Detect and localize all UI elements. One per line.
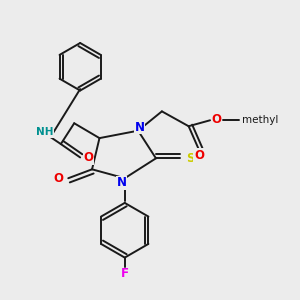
Text: NH: NH	[36, 127, 53, 137]
Text: O: O	[83, 151, 94, 164]
Text: O: O	[212, 113, 222, 126]
Text: methyl: methyl	[242, 115, 278, 125]
Text: N: N	[135, 121, 145, 134]
Text: O: O	[53, 172, 64, 185]
Text: N: N	[117, 176, 127, 189]
Text: F: F	[121, 266, 129, 280]
Text: S: S	[186, 152, 194, 165]
Text: O: O	[194, 149, 204, 162]
